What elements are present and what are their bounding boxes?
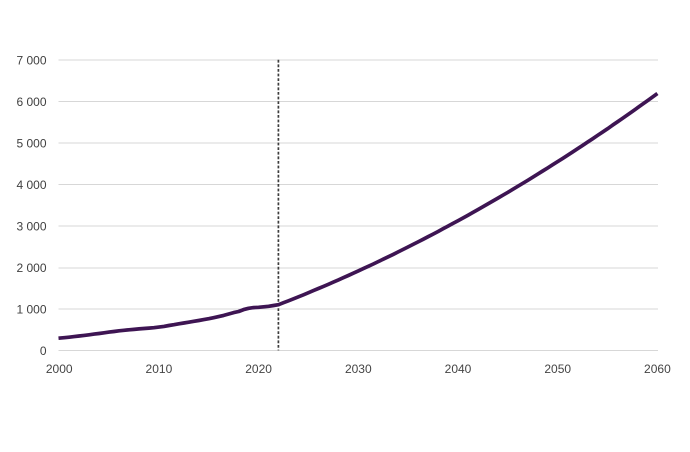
svg-text:5 000: 5 000 xyxy=(16,136,46,150)
svg-text:1 000: 1 000 xyxy=(16,302,46,316)
svg-text:2010: 2010 xyxy=(146,362,173,376)
svg-text:2040: 2040 xyxy=(445,362,472,376)
svg-text:2030: 2030 xyxy=(345,362,372,376)
svg-text:2020: 2020 xyxy=(245,362,272,376)
svg-text:0: 0 xyxy=(40,344,47,358)
svg-text:2060: 2060 xyxy=(644,362,671,376)
svg-text:7 000: 7 000 xyxy=(16,53,46,67)
svg-text:4 000: 4 000 xyxy=(16,178,46,192)
svg-text:6 000: 6 000 xyxy=(16,95,46,109)
svg-text:2000: 2000 xyxy=(46,362,73,376)
svg-text:3 000: 3 000 xyxy=(16,219,46,233)
svg-text:2050: 2050 xyxy=(544,362,571,376)
svg-text:2 000: 2 000 xyxy=(16,261,46,275)
